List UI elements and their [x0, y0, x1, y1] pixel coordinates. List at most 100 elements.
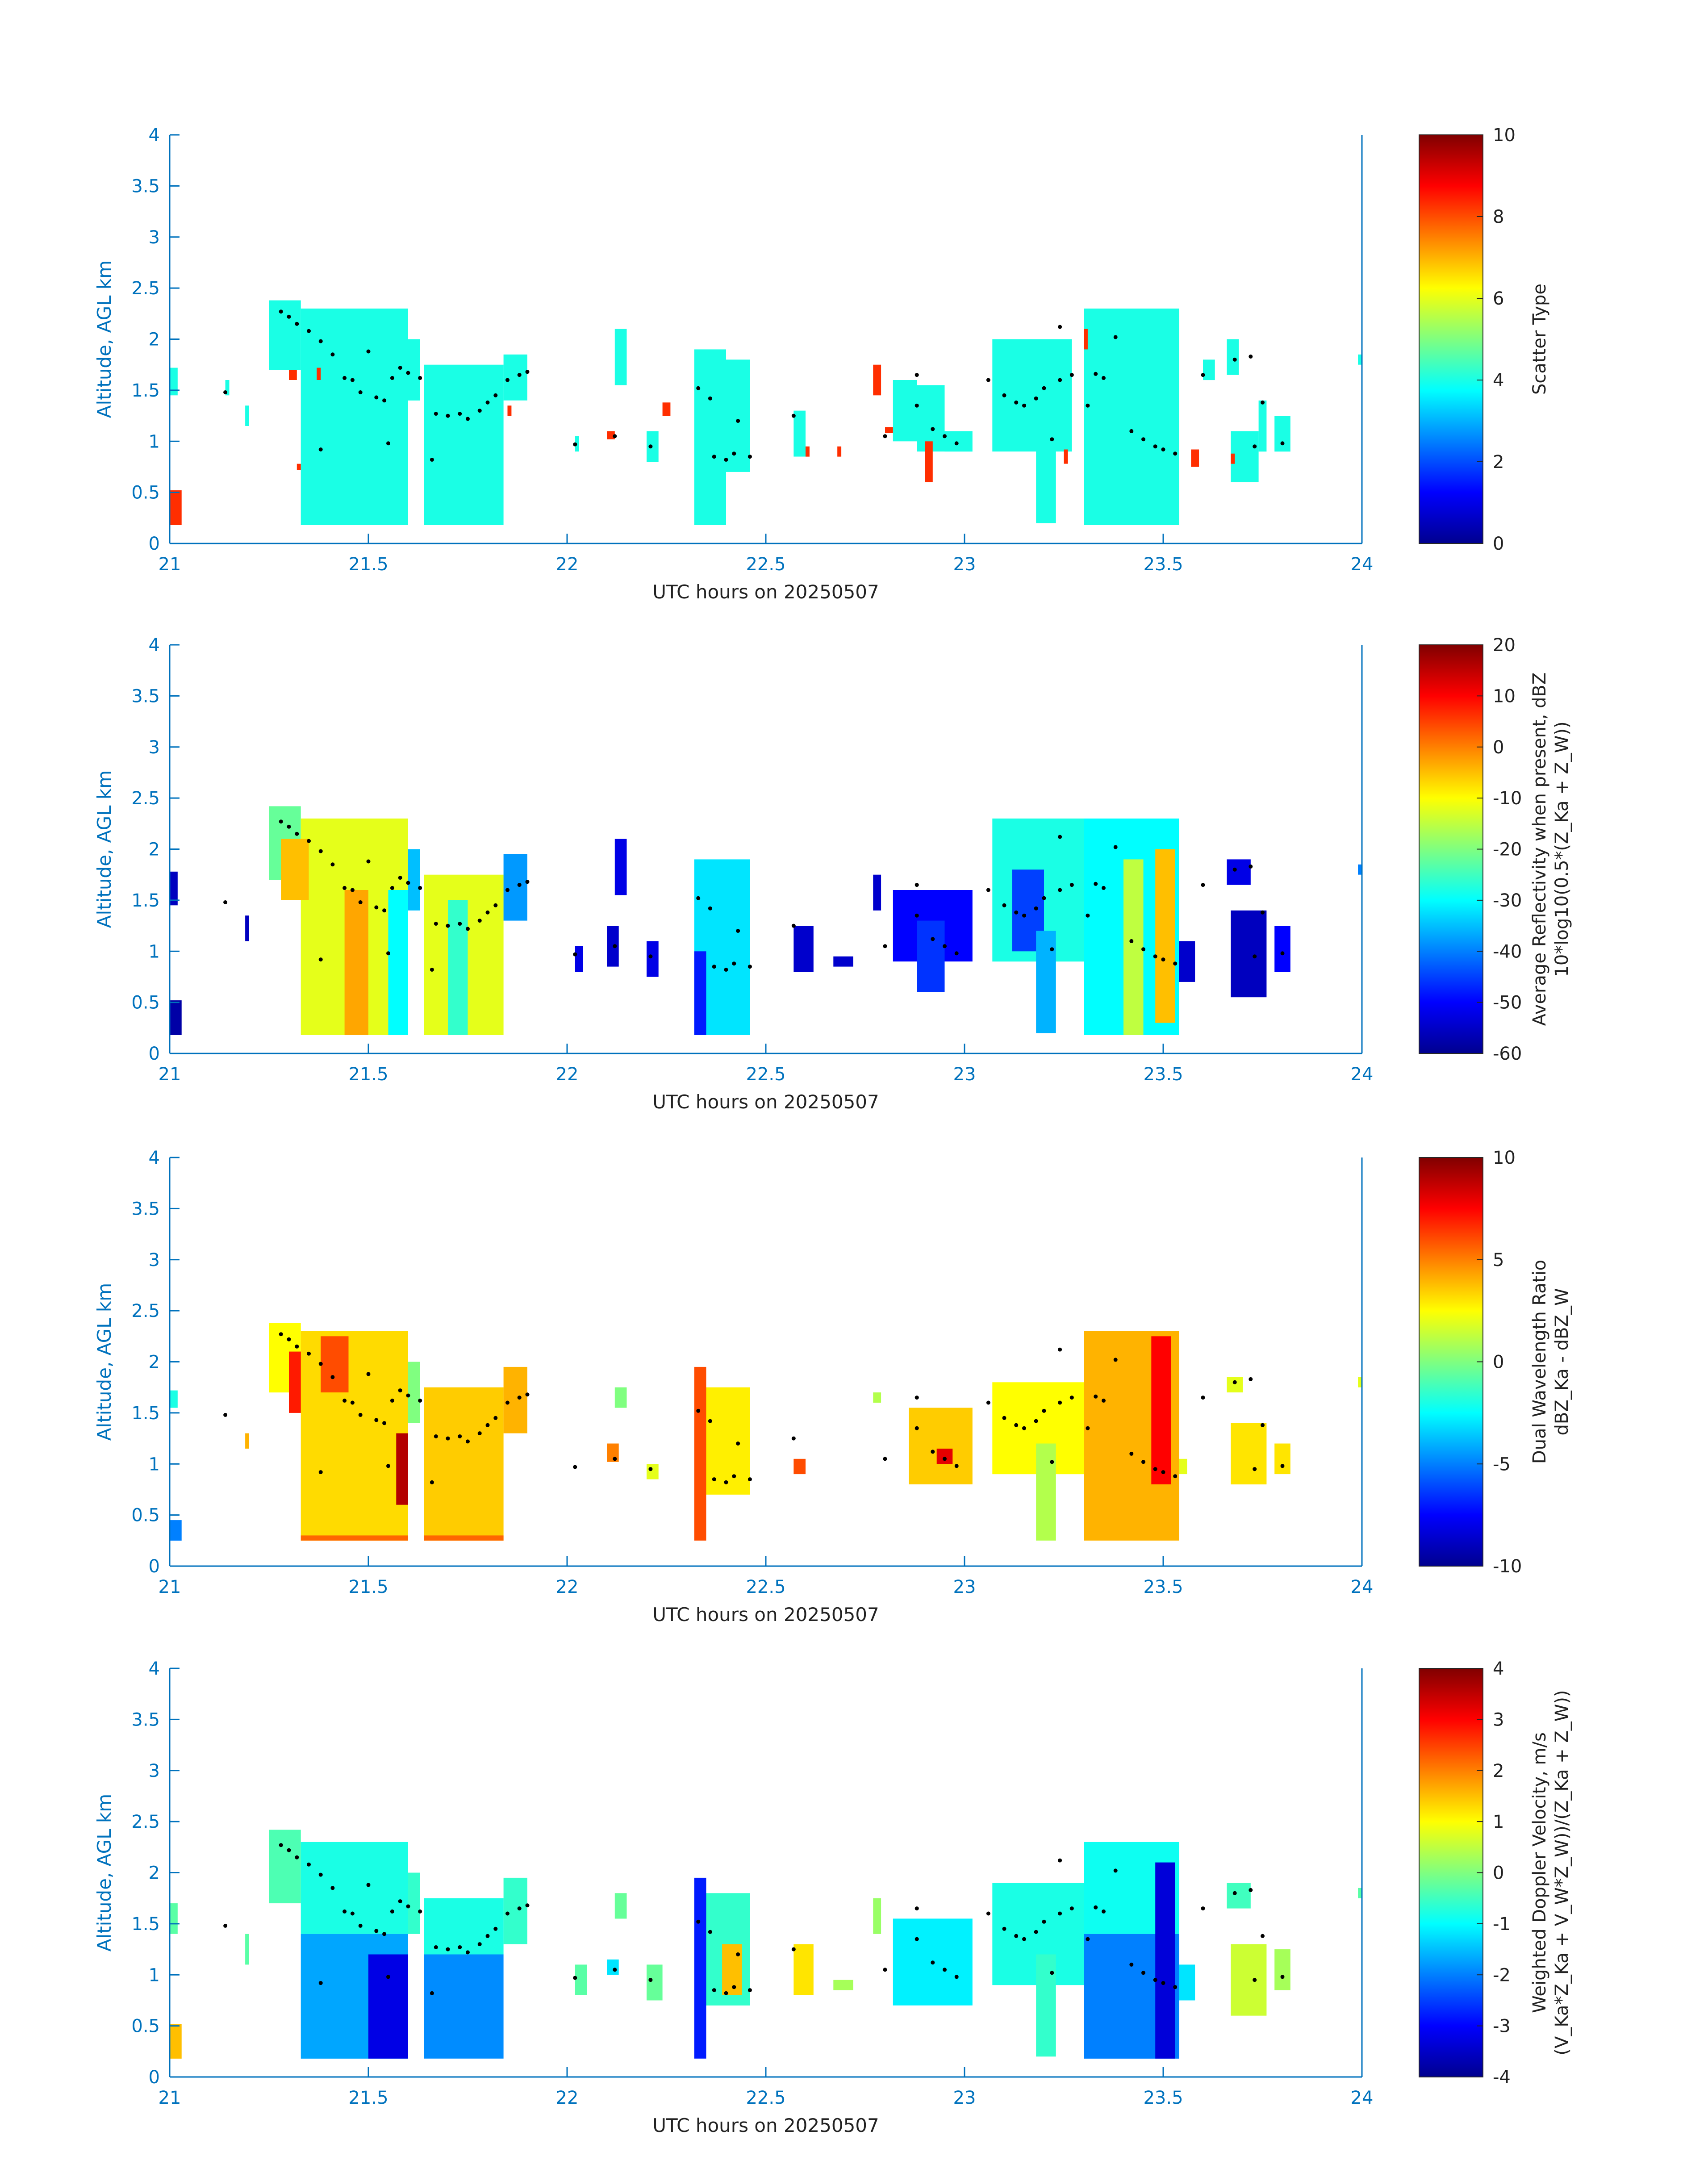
data-cell [873, 364, 881, 396]
data-cell [170, 1390, 178, 1408]
x-tick-label: 23.5 [1143, 554, 1183, 575]
overlay-point [279, 1843, 283, 1847]
overlay-point [1280, 441, 1285, 446]
overlay-point [342, 886, 347, 890]
overlay-point [1129, 429, 1134, 433]
y-tick-label: 2 [149, 1863, 160, 1884]
data-cell [408, 1872, 420, 1934]
overlay-point [390, 886, 394, 890]
y-tick-label: 4 [149, 125, 160, 146]
overlay-point [493, 393, 498, 397]
data-cell [647, 941, 659, 977]
overlay-point [430, 967, 434, 972]
x-tick-label: 21.5 [348, 554, 388, 575]
data-cell [245, 405, 249, 426]
overlay-point [1141, 437, 1145, 442]
data-cell [1274, 416, 1290, 452]
data-cell [388, 890, 408, 1035]
data-cell [368, 1954, 408, 2059]
overlay-point [648, 1467, 653, 1471]
overlay-point [1002, 1416, 1006, 1420]
data-cell [1155, 849, 1175, 1023]
colorbar-label: Dual Wavelength Ratio [1529, 1260, 1550, 1464]
overlay-point [342, 1909, 347, 1914]
overlay-point [712, 455, 716, 459]
overlay-point [573, 442, 577, 447]
data-cell [1179, 1458, 1187, 1475]
data-cell [1274, 926, 1290, 972]
data-cell [301, 1842, 408, 1934]
data-cell [321, 1336, 349, 1393]
colorbar-tick-label: 5 [1493, 1250, 1504, 1270]
overlay-point [307, 1862, 311, 1867]
y-tick-label: 2.5 [131, 788, 160, 809]
overlay-point [986, 888, 990, 892]
data-cell [647, 1964, 663, 2001]
overlay-point [943, 944, 947, 949]
data-cell [507, 405, 512, 416]
data-cell [408, 1362, 420, 1423]
overlay-point [1034, 1419, 1038, 1423]
data-cell [607, 431, 615, 439]
overlay-point [573, 1465, 577, 1469]
data-cell [1227, 859, 1251, 885]
overlay-point [613, 944, 617, 949]
x-axis-label: UTC hours on 20250507 [652, 581, 879, 603]
overlay-point [736, 1952, 740, 1956]
overlay-point [505, 378, 509, 382]
overlay-point [708, 1930, 712, 1934]
x-tick-label: 24 [1351, 554, 1374, 575]
overlay-point [374, 1929, 379, 1933]
overlay-point [485, 1423, 490, 1427]
data-cell [1231, 1944, 1267, 2016]
overlay-point [386, 951, 390, 956]
colorbar: 0 2 4 6 8 10 Scatter Type [1419, 125, 1550, 554]
colorbar-frame [1419, 134, 1483, 544]
overlay-point [1232, 1380, 1237, 1384]
data-cell [424, 1535, 504, 1541]
x-tick-label: 21.5 [348, 1577, 388, 1597]
colorbar-tick-label: 0 [1493, 534, 1504, 554]
overlay-point [1161, 447, 1165, 451]
data-cell [1231, 431, 1259, 482]
overlay-point [505, 1400, 509, 1405]
overlay-point [1034, 1930, 1038, 1934]
data-cell [944, 431, 973, 452]
overlay-point [648, 954, 653, 959]
overlay-point [279, 819, 283, 824]
y-tick-label: 0 [149, 1044, 160, 1064]
overlay-point [458, 412, 462, 416]
colorbar-tick-label: 2 [1493, 452, 1504, 472]
x-tick-label: 24 [1351, 2088, 1374, 2108]
overlay-point [466, 417, 470, 421]
data-cell [726, 359, 750, 472]
overlay-point [1232, 1891, 1237, 1895]
overlay-point [374, 1418, 379, 1422]
y-tick-label: 2 [149, 330, 160, 350]
y-tick-label: 1.5 [131, 380, 160, 401]
overlay-point [1086, 403, 1090, 408]
overlay-point [943, 434, 947, 439]
overlay-point [477, 1431, 482, 1436]
overlay-point [1094, 372, 1098, 376]
data-cell [225, 380, 230, 396]
data-cell [694, 1877, 706, 2059]
overlay-point [732, 1474, 736, 1479]
data-cell [396, 1433, 408, 1505]
overlay-point [931, 937, 935, 941]
data-cell [170, 490, 182, 525]
overlay-point [1050, 437, 1054, 442]
data-cell [424, 364, 504, 525]
y-tick-label: 3 [149, 227, 160, 248]
data-cell [1084, 308, 1179, 525]
data-cell [1274, 1949, 1290, 1990]
data-cell [722, 1944, 742, 1995]
overlay-point [1014, 910, 1019, 915]
overlay-point [1232, 357, 1237, 362]
y-axis-label: Altitude, AGL km [93, 770, 115, 928]
overlay-point [287, 1848, 291, 1852]
data-cell [424, 1954, 504, 2059]
data-cell [607, 1959, 619, 1975]
colorbar-tick-label: 8 [1493, 207, 1504, 227]
